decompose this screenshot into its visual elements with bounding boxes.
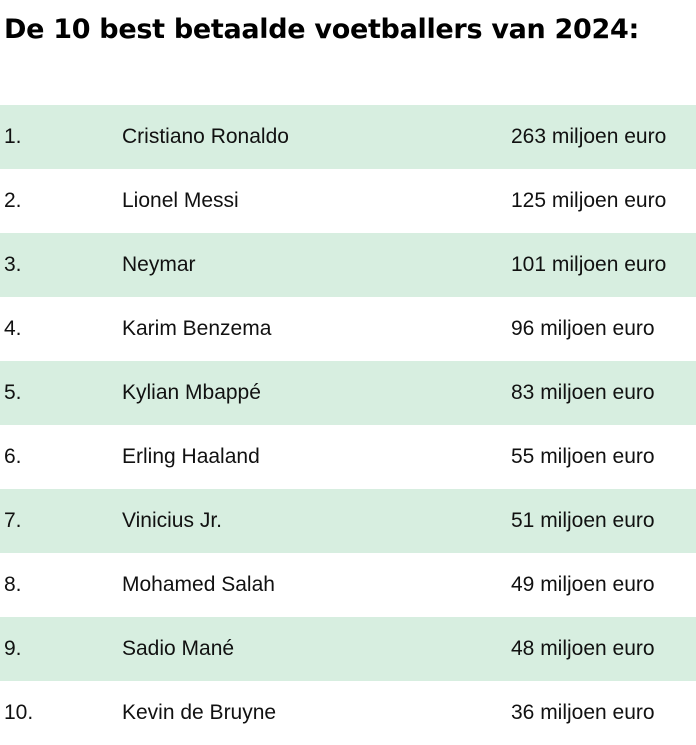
rank-cell: 4. bbox=[4, 317, 22, 340]
rank-cell: 6. bbox=[4, 445, 22, 468]
table-row: 7. Vinicius Jr. 51 miljoen euro bbox=[0, 489, 696, 553]
player-name-cell: Kevin de Bruyne bbox=[122, 701, 277, 724]
player-name-cell: Cristiano Ronaldo bbox=[122, 125, 289, 148]
table-row: 4. Karim Benzema 96 miljoen euro bbox=[0, 297, 696, 361]
table-row: 5. Kylian Mbappé 83 miljoen euro bbox=[0, 361, 696, 425]
rank-cell: 7. bbox=[4, 509, 22, 532]
salary-cell: 125 miljoen euro bbox=[511, 189, 667, 212]
salary-cell: 263 miljoen euro bbox=[511, 125, 667, 148]
page-title: De 10 best betaalde voetballers van 2024… bbox=[4, 14, 640, 45]
player-name-cell: Sadio Mané bbox=[122, 637, 235, 660]
table-row: 1. Cristiano Ronaldo 263 miljoen euro bbox=[0, 105, 696, 169]
player-name-cell: Vinicius Jr. bbox=[122, 509, 222, 532]
rank-cell: 1. bbox=[4, 125, 22, 148]
salary-cell: 83 miljoen euro bbox=[511, 381, 655, 404]
rank-cell: 8. bbox=[4, 573, 22, 596]
salary-cell: 48 miljoen euro bbox=[511, 637, 655, 660]
player-name-cell: Lionel Messi bbox=[122, 189, 239, 212]
table-row: 2. Lionel Messi 125 miljoen euro bbox=[0, 169, 696, 233]
rank-cell: 5. bbox=[4, 381, 22, 404]
rank-cell: 3. bbox=[4, 253, 22, 276]
table-row: 8. Mohamed Salah 49 miljoen euro bbox=[0, 553, 696, 617]
rank-cell: 9. bbox=[4, 637, 22, 660]
player-name-cell: Erling Haaland bbox=[122, 445, 260, 468]
ranking-table: 1. Cristiano Ronaldo 263 miljoen euro 2. Lio… bbox=[0, 105, 696, 745]
salary-cell: 49 miljoen euro bbox=[511, 573, 655, 596]
table-row: 3. Neymar 101 miljoen euro bbox=[0, 233, 696, 297]
player-name-cell: Neymar bbox=[122, 253, 196, 276]
player-name-cell: Kylian Mbappé bbox=[122, 381, 261, 404]
player-name-cell: Karim Benzema bbox=[122, 317, 272, 340]
salary-cell: 101 miljoen euro bbox=[511, 253, 667, 276]
rank-cell: 2. bbox=[4, 189, 22, 212]
rank-cell: 10. bbox=[4, 701, 34, 724]
table-row: 10. Kevin de Bruyne 36 miljoen euro bbox=[0, 681, 696, 745]
salary-cell: 55 miljoen euro bbox=[511, 445, 655, 468]
player-name-cell: Mohamed Salah bbox=[122, 573, 275, 596]
table-row: 6. Erling Haaland 55 miljoen euro bbox=[0, 425, 696, 489]
salary-cell: 96 miljoen euro bbox=[511, 317, 655, 340]
table-row: 9. Sadio Mané 48 miljoen euro bbox=[0, 617, 696, 681]
salary-cell: 36 miljoen euro bbox=[511, 701, 655, 724]
salary-cell: 51 miljoen euro bbox=[511, 509, 655, 532]
